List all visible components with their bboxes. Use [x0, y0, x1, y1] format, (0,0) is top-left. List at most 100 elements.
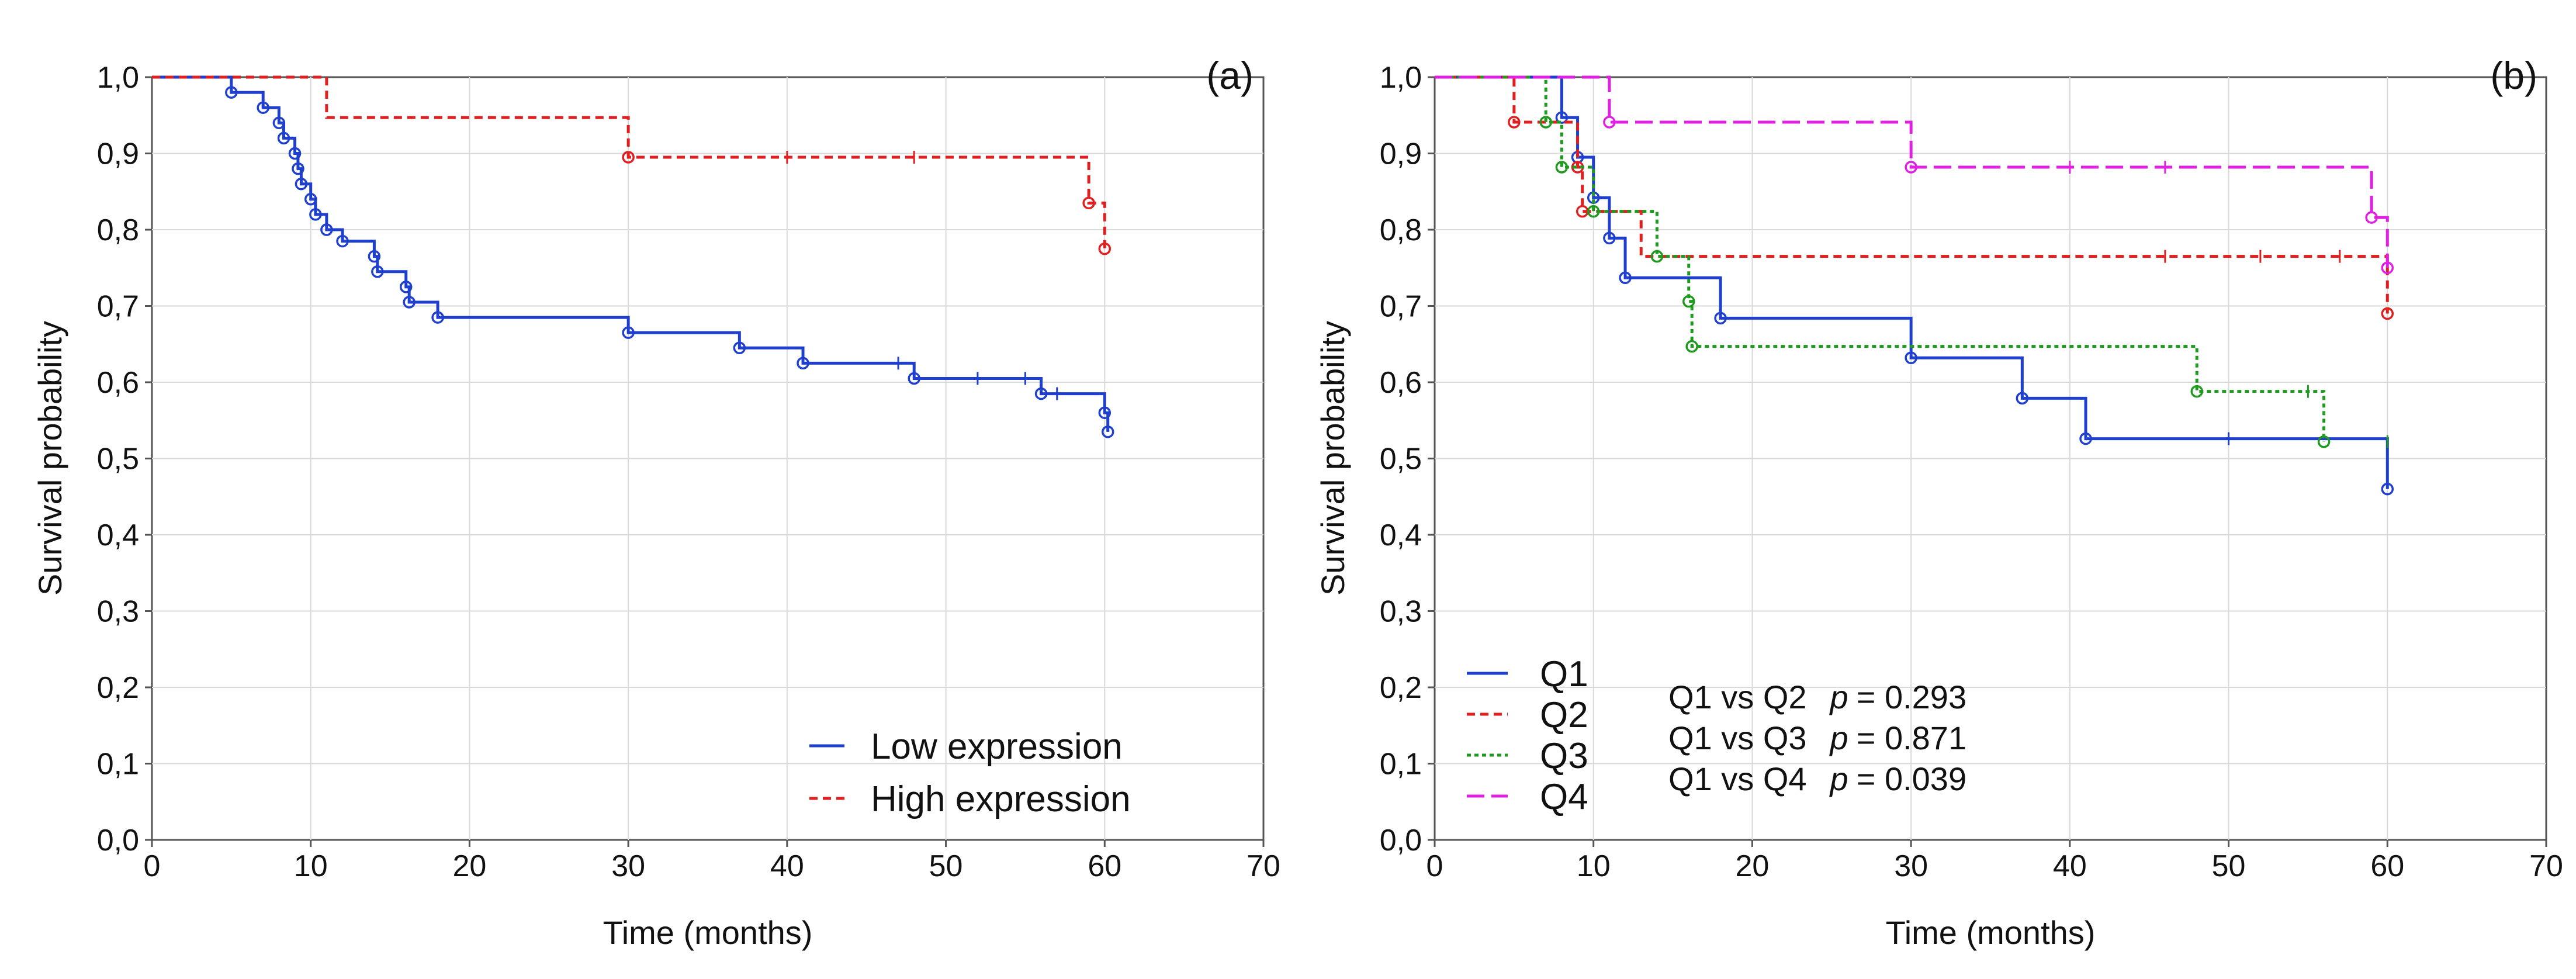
gridlines-b [1435, 77, 2546, 840]
event-marker-q1 [1603, 231, 1616, 245]
y-axis-label-a: Survival probability [32, 321, 68, 596]
event-marker-low-expression [368, 250, 381, 263]
p-value-2: = 0.871 [1857, 719, 1966, 756]
pvalue-row-2: Q1 vs Q3 p = 0.871 [1668, 719, 1966, 756]
y-tick-label: 0,5 [1380, 442, 1422, 476]
x-tick-label: 70 [1247, 849, 1280, 883]
panel-b: 0 10 20 30 40 50 60 70 0,0 0,1 0,2 0,3 0,4 0,5 0,6 0,7 0… [1314, 54, 2563, 951]
event-marker-low-expression [399, 281, 413, 293]
p-label-2: p [1829, 719, 1848, 756]
y-tick-label: 0,7 [97, 290, 139, 324]
event-marker-q1 [2079, 432, 2092, 445]
legend-label-high: High expression [871, 779, 1131, 819]
x-tick-label: 30 [1894, 849, 1928, 883]
p-label-1: p [1829, 679, 1848, 715]
event-marker-low-expression [1101, 425, 1114, 438]
pvalue-annotations: Q1 vs Q2 p = 0.293 Q1 vs Q3 p = 0.871 Q1 vs … [1668, 679, 1966, 797]
pvalue-row-3: Q1 vs Q4 p = 0.039 [1668, 760, 1966, 797]
event-marker-q3 [1650, 250, 1664, 263]
event-marker-low-expression [733, 341, 746, 355]
x-tick-label: 20 [1736, 849, 1770, 883]
event-marker-q3 [1587, 205, 1600, 218]
event-marker-low-expression [292, 162, 304, 175]
x-tick-label: 40 [2053, 849, 2087, 883]
event-marker-q1 [1905, 351, 1917, 364]
event-marker-q3 [1682, 295, 1695, 308]
y-tick-label: 0,6 [97, 366, 139, 400]
y-tick-label: 0,2 [97, 671, 139, 705]
x-tick-label: 60 [1088, 849, 1121, 883]
event-marker-low-expression [797, 357, 809, 370]
y-tick-label: 0,4 [1380, 518, 1422, 552]
event-marker-low-expression [288, 147, 302, 160]
y-axis-label-b: Survival probability [1314, 321, 1351, 596]
legend-label-low: Low expression [871, 727, 1123, 767]
event-marker-q4 [1603, 116, 1616, 129]
x-tick-label: 0 [144, 849, 161, 883]
y-tick-label: 1,0 [1380, 61, 1422, 95]
y-tick-label: 0,5 [97, 442, 139, 476]
panel-label-b: (b) [2490, 54, 2537, 97]
event-marker-q4 [1905, 161, 1917, 174]
x-tick-label: 70 [2529, 849, 2563, 883]
event-marker-high-expression [1082, 196, 1095, 210]
y-tick-label: 0,8 [1380, 213, 1422, 247]
event-marker-high-expression [1098, 242, 1112, 255]
event-marker-q3 [1539, 116, 1552, 129]
tick-labels-b: 0 10 20 30 40 50 60 70 0,0 0,1 0,2 0,3 0,4 0,5 0,6 0,7 0… [1380, 61, 2563, 883]
legend-a: Low expression High expression [809, 727, 1131, 819]
series-line-q1 [1435, 75, 2389, 489]
event-marker-low-expression [295, 177, 308, 191]
x-tick-label: 50 [929, 849, 963, 883]
event-marker-low-expression [1034, 387, 1048, 400]
legend-label-q1: Q1 [1540, 654, 1588, 694]
legend-label-q2: Q2 [1540, 695, 1588, 735]
event-marker-q3 [2317, 435, 2331, 448]
comparison-2: Q1 vs Q3 [1668, 719, 1807, 756]
event-marker-q3 [2190, 385, 2203, 398]
event-marker-q1 [2016, 392, 2029, 405]
y-tick-label: 0,3 [97, 595, 139, 629]
event-marker-low-expression [257, 101, 269, 114]
event-marker-high-expression [622, 151, 635, 164]
y-tick-label: 0,1 [1380, 748, 1422, 781]
x-tick-label: 10 [294, 849, 328, 883]
y-tick-label: 1,0 [97, 61, 139, 95]
comparison-3: Q1 vs Q4 [1668, 760, 1807, 797]
event-marker-low-expression [336, 234, 349, 248]
x-tick-label: 20 [453, 849, 487, 883]
x-tick-label: 0 [1427, 849, 1443, 883]
panel-label-a: (a) [1206, 54, 1254, 97]
x-tick-label: 10 [1577, 849, 1611, 883]
y-tick-label: 0,3 [1380, 595, 1422, 629]
event-marker-low-expression [320, 223, 333, 236]
x-tick-label: 60 [2370, 849, 2404, 883]
y-tick-label: 0,1 [97, 748, 139, 781]
event-marker-q4 [2381, 261, 2394, 274]
event-marker-q1 [1619, 271, 1632, 284]
p-value-1: = 0.293 [1857, 679, 1966, 715]
y-tick-label: 0,9 [1380, 137, 1422, 171]
event-marker-low-expression [272, 116, 286, 130]
y-tick-label: 0,7 [1380, 290, 1422, 324]
pvalue-row-1: Q1 vs Q2 p = 0.293 [1668, 679, 1966, 715]
event-marker-low-expression [309, 208, 322, 221]
event-marker-q4 [2365, 211, 2378, 224]
legend-label-q4: Q4 [1540, 777, 1588, 817]
event-marker-low-expression [371, 265, 384, 278]
x-axis-label-b: Time (months) [1886, 914, 2096, 951]
p-label-3: p [1829, 760, 1848, 797]
event-marker-low-expression [431, 311, 444, 324]
event-marker-q1 [1555, 111, 1569, 124]
tick-labels-a: 0 10 20 30 40 50 60 70 0,0 0,1 0,2 0,3 0,4 0,5 0,6 0,7 0… [97, 61, 1280, 883]
y-tick-label: 0,0 [97, 824, 139, 857]
event-marker-low-expression [225, 86, 238, 99]
legend-b: Q1 Q2 Q3 Q4 [1467, 654, 1588, 817]
y-tick-label: 0,9 [97, 137, 139, 171]
x-tick-label: 30 [611, 849, 645, 883]
series-line-q2 [1435, 75, 2389, 314]
event-marker-low-expression [277, 132, 290, 145]
event-marker-low-expression [622, 326, 635, 339]
y-tick-label: 0,2 [1380, 671, 1422, 705]
